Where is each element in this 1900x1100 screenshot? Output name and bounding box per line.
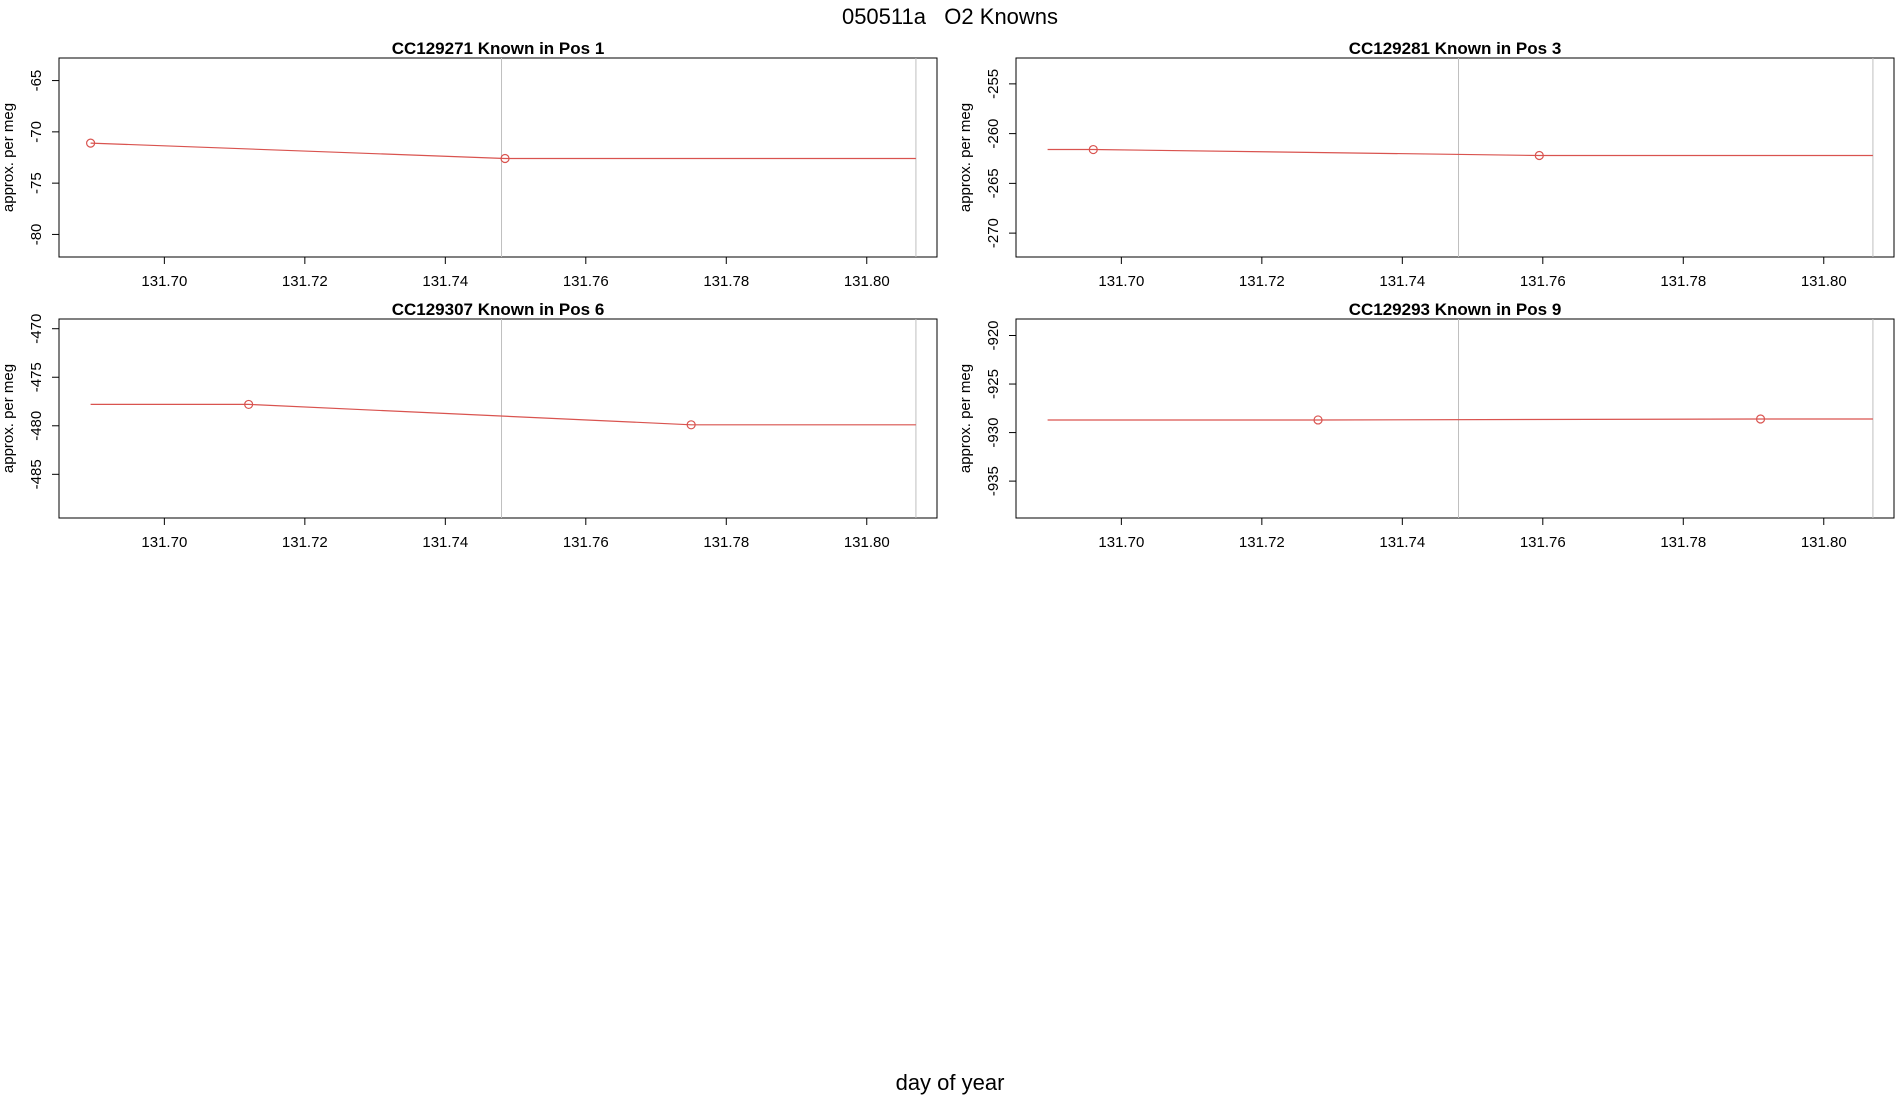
x-tick-label: 131.74 xyxy=(422,534,468,551)
x-tick-label: 131.78 xyxy=(703,273,749,290)
y-tick-label: -255 xyxy=(985,69,1002,99)
data-point xyxy=(500,153,510,164)
data-point xyxy=(86,138,96,148)
panel-4: CC129293 Known in Pos 9 131.70 131.72 131.7… xyxy=(957,300,1895,551)
x-axis-label: day of year xyxy=(895,1070,1005,1095)
x-tick-label: 131.72 xyxy=(282,534,328,551)
y-tick-label: -65 xyxy=(28,70,45,92)
y-tick-label: -470 xyxy=(28,314,45,344)
y-tick-label: -485 xyxy=(28,459,45,489)
data-point xyxy=(244,399,254,410)
x-tick-label: 131.72 xyxy=(1239,273,1285,290)
y-tick-label: -475 xyxy=(28,362,45,392)
data-point xyxy=(1534,150,1544,161)
data-point xyxy=(1088,144,1098,155)
x-tick-label: 131.74 xyxy=(1379,534,1425,551)
y-tick-label: -925 xyxy=(985,369,1002,399)
x-tick-label: 131.76 xyxy=(1520,273,1566,290)
plot-frame xyxy=(1015,318,1895,519)
plot-frame xyxy=(58,318,938,519)
plot-frame xyxy=(1015,57,1895,258)
x-tick-label: 131.74 xyxy=(422,273,468,290)
series-line xyxy=(1047,148,1873,157)
y-tick-label: -480 xyxy=(28,411,45,441)
y-axis-label: approx. per meg xyxy=(0,103,17,212)
data-point xyxy=(686,420,696,430)
x-tick-label: 131.78 xyxy=(1660,273,1706,290)
x-tick-label: 131.70 xyxy=(141,273,187,290)
y-tick-label: -70 xyxy=(28,121,45,143)
x-tick-label: 131.80 xyxy=(844,273,890,290)
data-point xyxy=(1755,414,1766,424)
x-tick-label: 131.78 xyxy=(703,534,749,551)
x-tick-label: 131.74 xyxy=(1379,273,1425,290)
panel-title: CC129281 Known in Pos 3 xyxy=(1349,39,1562,58)
panel-1: CC129271 Known in Pos 1 131.70 131.72 131.7… xyxy=(0,39,938,290)
figure-title: 050511a O2 Knowns xyxy=(841,4,1059,29)
y-tick-label: -930 xyxy=(985,418,1002,448)
plot-frame xyxy=(58,57,938,258)
x-tick-label: 131.76 xyxy=(563,534,609,551)
series-line xyxy=(1047,418,1873,421)
panel-title: CC129271 Known in Pos 1 xyxy=(392,39,605,58)
y-tick-label: -75 xyxy=(28,172,45,194)
panel-title: CC129293 Known in Pos 9 xyxy=(1349,300,1562,319)
y-tick-label: -260 xyxy=(985,119,1002,149)
x-tick-label: 131.70 xyxy=(141,534,187,551)
x-tick-label: 131.76 xyxy=(1520,534,1566,551)
x-tick-label: 131.78 xyxy=(1660,534,1706,551)
y-axis-label: approx. per meg xyxy=(957,103,974,212)
x-tick-label: 131.80 xyxy=(1801,534,1847,551)
panel-2: CC129281 Known in Pos 3 131.70 131.72 131.7… xyxy=(957,39,1895,290)
y-tick-label: -265 xyxy=(985,168,1002,198)
data-point xyxy=(1313,415,1323,425)
y-tick-label: -80 xyxy=(28,224,45,246)
x-tick-label: 131.70 xyxy=(1098,273,1144,290)
x-tick-label: 131.80 xyxy=(844,534,890,551)
y-axis-label: approx. per meg xyxy=(957,364,974,473)
panel-title: CC129307 Known in Pos 6 xyxy=(392,300,605,319)
y-axis-label: approx. per meg xyxy=(0,364,17,473)
x-tick-label: 131.76 xyxy=(563,273,609,290)
y-tick-label: -935 xyxy=(985,466,1002,496)
series-line xyxy=(90,142,916,160)
y-tick-label: -920 xyxy=(985,320,1002,350)
x-tick-label: 131.72 xyxy=(1239,534,1285,551)
x-tick-label: 131.80 xyxy=(1801,273,1847,290)
series-line xyxy=(90,403,916,426)
x-tick-label: 131.70 xyxy=(1098,534,1144,551)
x-tick-label: 131.72 xyxy=(282,273,328,290)
panel-3: CC129307 Known in Pos 6 131.70 131.72 131.7… xyxy=(0,300,938,551)
y-tick-label: -270 xyxy=(985,218,1002,248)
